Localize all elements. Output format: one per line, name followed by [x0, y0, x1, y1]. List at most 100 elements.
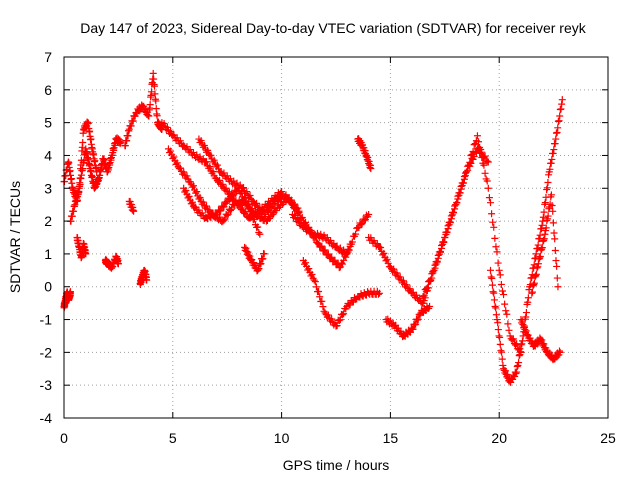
data-point: [488, 274, 496, 282]
x-axis-title: GPS time / hours: [283, 457, 390, 473]
data-point: [406, 285, 414, 293]
data-point: [501, 300, 509, 308]
data-point: [302, 218, 310, 226]
data-point: [481, 152, 489, 160]
data-point: [550, 229, 558, 237]
y-tick-label: 3: [44, 180, 52, 196]
data-point: [553, 262, 561, 270]
data-point: [495, 266, 503, 274]
data-point: [151, 82, 159, 90]
data-point: [558, 100, 566, 108]
series-sat-o: [299, 256, 384, 330]
data-point: [324, 250, 332, 258]
data-point: [546, 165, 554, 173]
data-point: [117, 138, 125, 146]
data-point: [534, 260, 542, 268]
data-point: [522, 327, 530, 335]
data-point: [518, 340, 526, 348]
data-point: [440, 238, 448, 246]
data-point: [524, 294, 532, 302]
data-point: [153, 112, 161, 120]
data-point: [167, 147, 175, 155]
data-point: [456, 189, 464, 197]
y-tick-label: 1: [44, 246, 52, 262]
data-point: [256, 203, 264, 211]
data-point: [483, 177, 491, 185]
data-point: [216, 176, 224, 184]
data-point: [538, 336, 546, 344]
data-point: [508, 336, 516, 344]
data-point: [323, 234, 331, 242]
data-point: [321, 246, 329, 254]
data-point: [483, 157, 491, 165]
data-point: [297, 219, 305, 227]
y-tick-label: -3: [40, 377, 53, 393]
data-point: [247, 207, 255, 215]
data-point: [478, 154, 486, 162]
data-point: [308, 270, 316, 278]
data-point: [339, 260, 347, 268]
data-point: [522, 313, 530, 321]
data-point: [555, 347, 563, 355]
data-point: [173, 134, 181, 142]
data-point: [411, 321, 419, 329]
data-point: [219, 180, 227, 188]
data-point: [543, 217, 551, 225]
data-point: [145, 112, 153, 120]
data-point: [220, 203, 228, 211]
data-point: [285, 194, 293, 202]
data-point: [152, 97, 160, 105]
y-tick-label: 6: [44, 82, 52, 98]
data-point: [548, 155, 556, 163]
data-point: [492, 243, 500, 251]
data-point: [552, 129, 560, 137]
data-point: [536, 231, 544, 239]
data-point: [192, 203, 200, 211]
data-point: [319, 303, 327, 311]
data-point: [328, 253, 336, 261]
data-point: [328, 315, 336, 323]
data-point: [340, 310, 348, 318]
data-point: [414, 315, 422, 323]
data-point: [513, 362, 521, 370]
data-point: [240, 195, 248, 203]
data-point: [493, 316, 501, 324]
data-point: [467, 151, 475, 159]
data-point: [170, 131, 178, 139]
data-point: [238, 204, 246, 212]
data-point: [497, 280, 505, 288]
data-point: [543, 184, 551, 192]
data-point: [530, 280, 538, 288]
x-tick-label: 20: [491, 430, 507, 446]
data-point: [517, 341, 525, 349]
data-point: [528, 289, 536, 297]
data-point: [536, 254, 544, 262]
data-point: [464, 162, 472, 170]
data-point: [188, 198, 196, 206]
data-point: [176, 137, 184, 145]
data-point: [515, 359, 523, 367]
data-point: [412, 320, 420, 328]
data-point: [538, 245, 546, 253]
data-point: [493, 248, 501, 256]
data-point: [315, 287, 323, 295]
data-point: [498, 348, 506, 356]
grid-lines: [64, 57, 608, 418]
data-point: [377, 244, 385, 252]
series-sat-k: [180, 184, 264, 238]
data-point: [541, 199, 549, 207]
data-point: [243, 247, 251, 255]
data-point: [255, 265, 263, 273]
series-sat-u: [517, 316, 564, 364]
data-point: [443, 228, 451, 236]
data-point: [254, 223, 262, 231]
data-point: [540, 236, 548, 244]
data-point: [221, 215, 229, 223]
data-point: [203, 158, 211, 166]
data-point: [409, 288, 417, 296]
data-point: [67, 289, 75, 297]
data-point: [186, 146, 194, 154]
data-point: [393, 269, 401, 277]
series-sat-s: [419, 132, 525, 356]
data-point: [229, 191, 237, 199]
